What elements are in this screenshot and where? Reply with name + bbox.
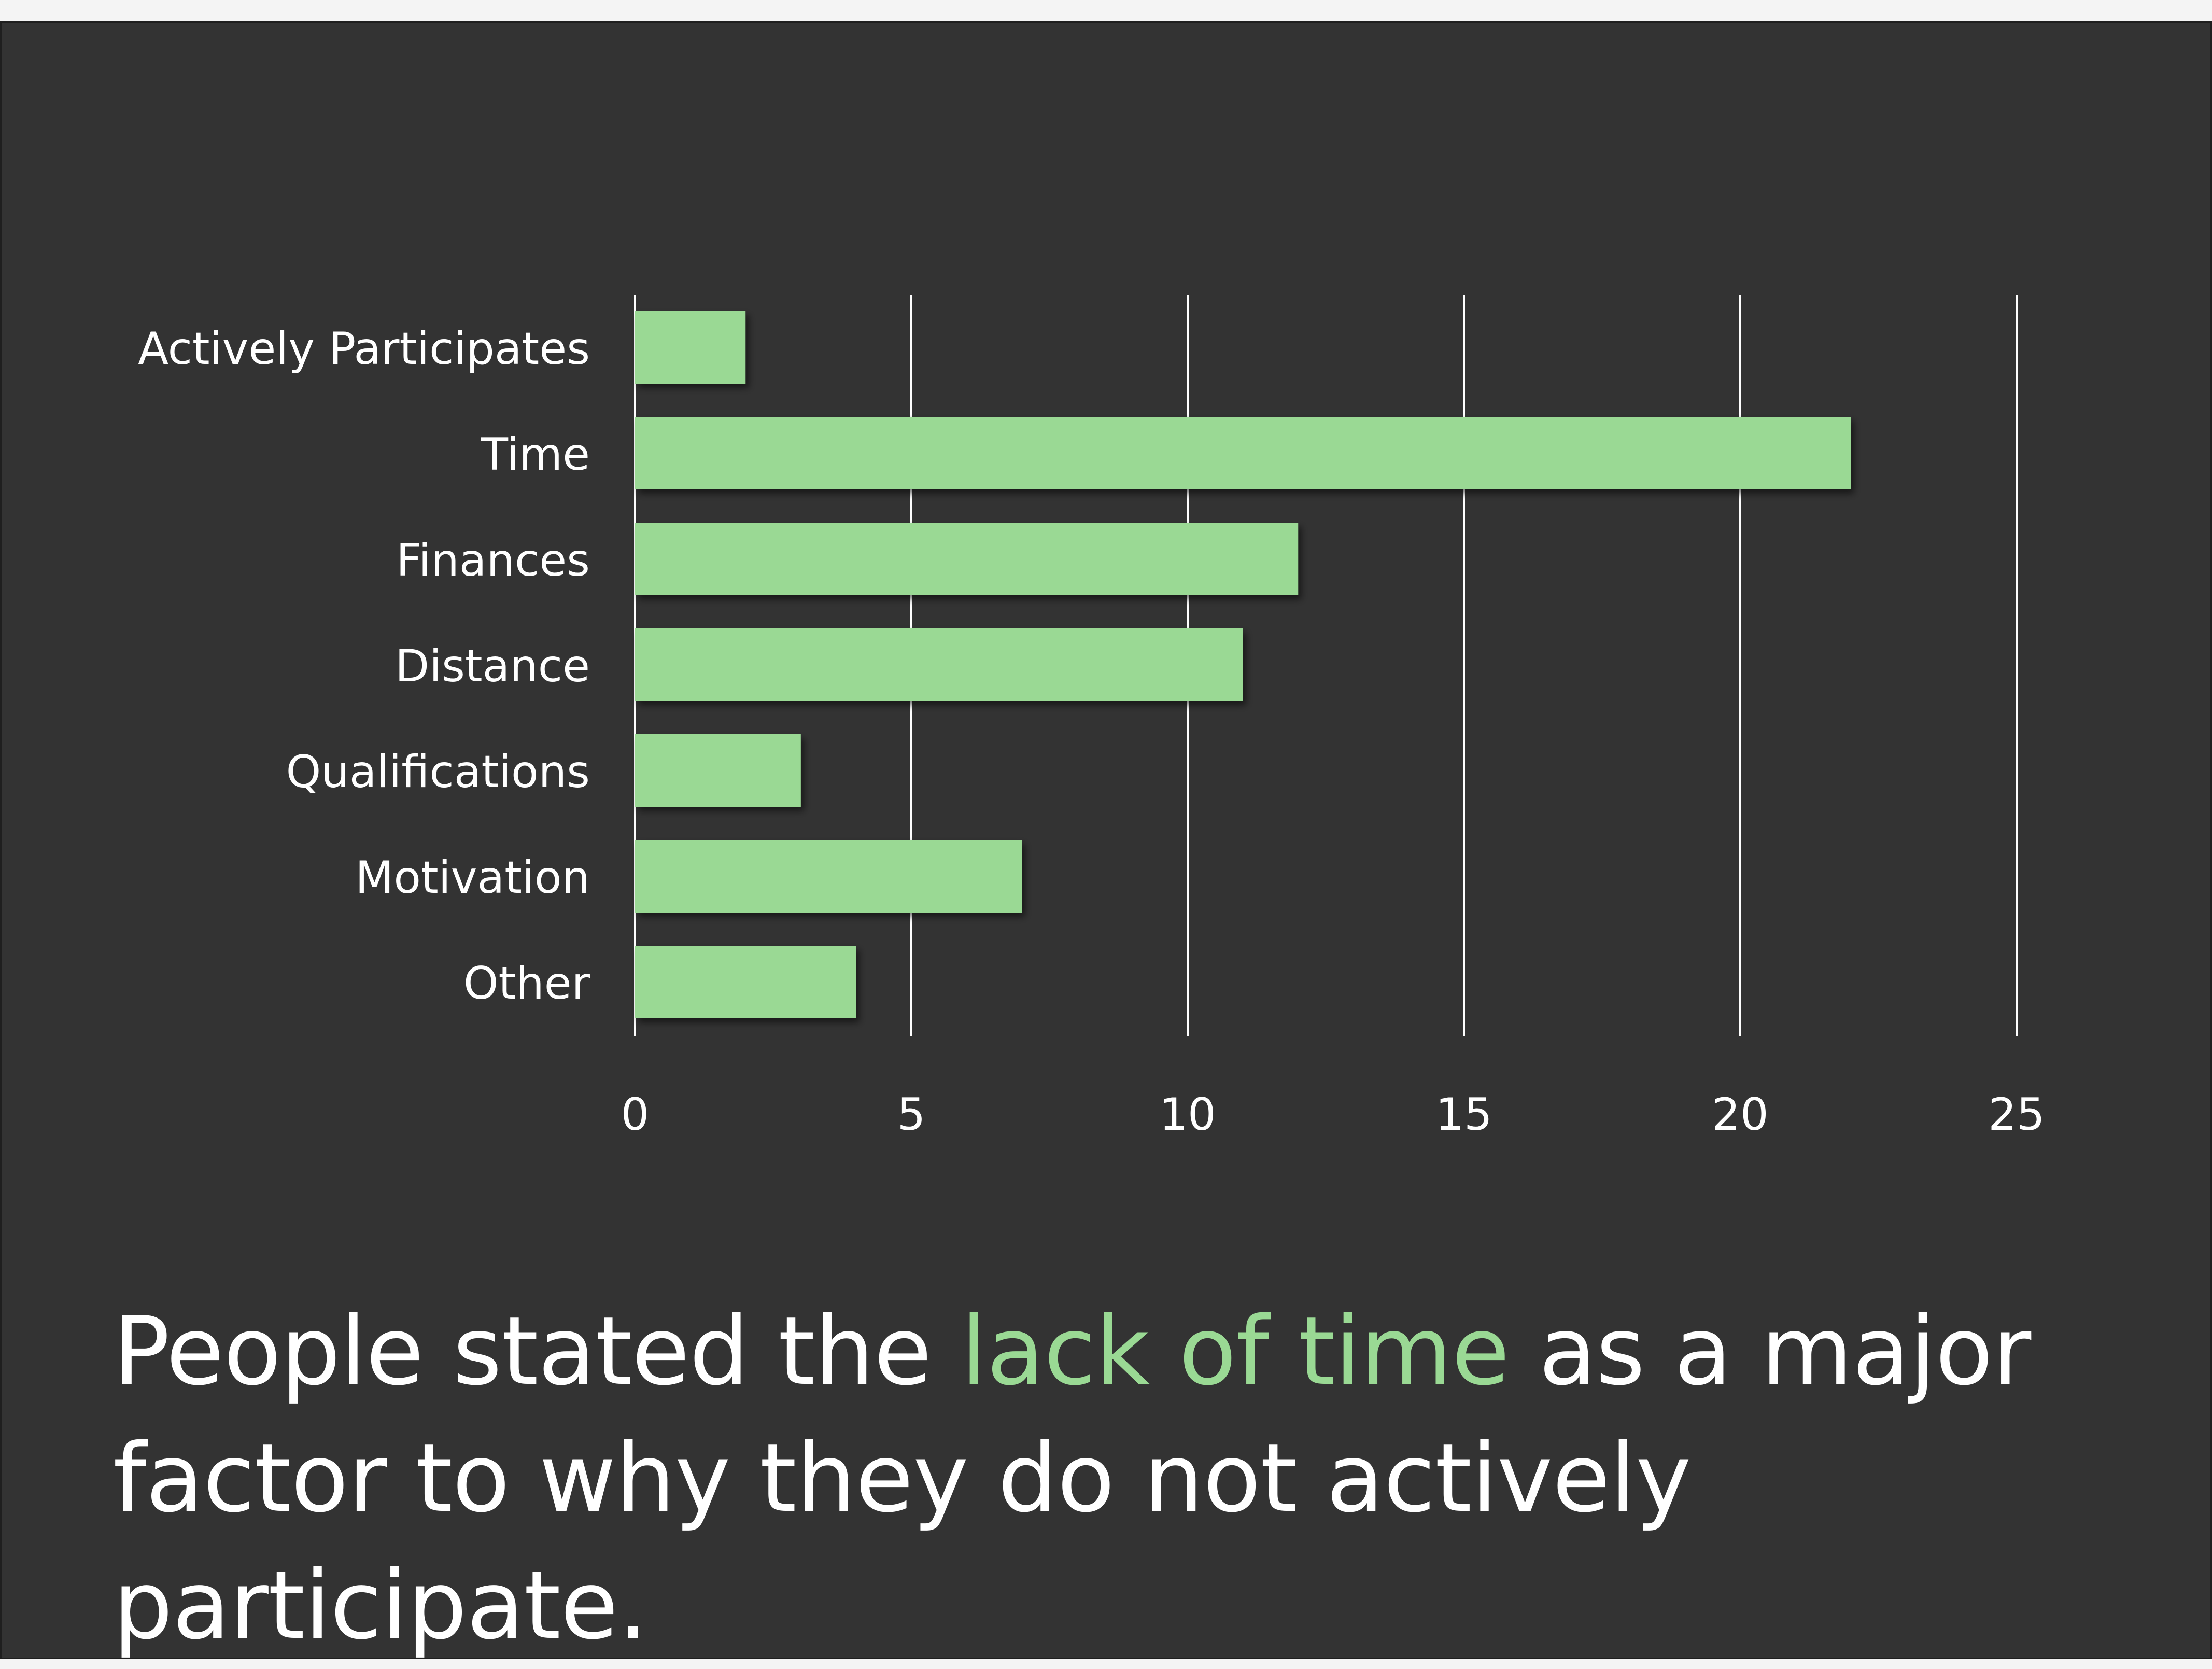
category-label: Distance bbox=[395, 640, 590, 692]
x-tick-label: 20 bbox=[1712, 1089, 1768, 1141]
category-label: Actively Participates bbox=[138, 323, 590, 375]
x-tick-label: 0 bbox=[621, 1089, 650, 1141]
bar-motivation bbox=[635, 840, 1022, 913]
bar-qualifications bbox=[635, 734, 801, 807]
bar-actively-participates bbox=[635, 311, 746, 384]
slide-caption: People stated the lack of time as a majo… bbox=[113, 1288, 2161, 1669]
bar-distance bbox=[635, 628, 1243, 701]
caption-text-after: as a major factor to why they do not act… bbox=[113, 1296, 2031, 1660]
bar-time bbox=[635, 417, 1851, 489]
category-label: Qualifications bbox=[286, 746, 590, 798]
x-tick-label: 15 bbox=[1435, 1089, 1492, 1141]
bar-finances bbox=[635, 523, 1299, 595]
caption-highlight: lack of time bbox=[961, 1296, 1510, 1406]
slide: 0 5 10 15 20 25 Actively Participates Time Finan… bbox=[0, 21, 2212, 1660]
x-tick-label: 25 bbox=[1988, 1089, 2045, 1141]
x-tick-label: 5 bbox=[897, 1089, 926, 1141]
bar-chart: 0 5 10 15 20 25 Actively Participates Time Finan… bbox=[138, 295, 2045, 1141]
category-label: Finances bbox=[396, 535, 590, 586]
x-tick-label: 10 bbox=[1159, 1089, 1216, 1141]
bar-other bbox=[635, 946, 856, 1018]
caption-text-before: People stated the bbox=[113, 1296, 961, 1406]
category-label: Other bbox=[463, 958, 590, 1009]
category-label: Time bbox=[481, 429, 590, 481]
category-label: Motivation bbox=[355, 852, 590, 904]
